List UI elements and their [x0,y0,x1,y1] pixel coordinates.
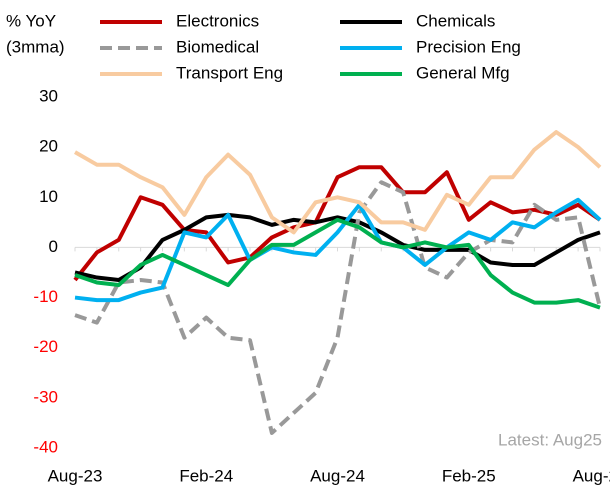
y-tick-label: -10 [33,287,58,306]
x-tick-label: Aug-23 [48,466,103,485]
series-line [74,217,601,310]
y-tick-label: 20 [39,137,58,156]
legend-label: Precision Eng [416,37,521,56]
y-tick-label: 30 [39,86,58,105]
series-line [74,130,602,235]
y-tick-label: -20 [33,337,58,356]
y-axis-label: (3mma) [6,37,65,56]
y-axis-label: % YoY [6,11,56,30]
y-tick-label: -40 [33,437,58,456]
x-tick-label: Feb-24 [179,466,233,485]
series-line [73,165,602,282]
annotation: Latest: Aug25 [498,430,602,449]
series-line [74,212,601,283]
legend-label: Electronics [176,11,259,30]
x-tick-label: Aug-24 [310,466,365,485]
x-tick-label: Feb-25 [442,466,496,485]
legend-label: Transport Eng [176,63,283,82]
x-tick-label: Aug-25 [573,466,610,485]
series-line [74,197,602,303]
y-tick-label: 0 [49,237,58,256]
y-tick-label: 10 [39,187,58,206]
y-tick-label: -30 [33,387,58,406]
legend-label: Chemicals [416,11,495,30]
legend-label: General Mfg [416,63,510,82]
legend-label: Biomedical [176,37,259,56]
